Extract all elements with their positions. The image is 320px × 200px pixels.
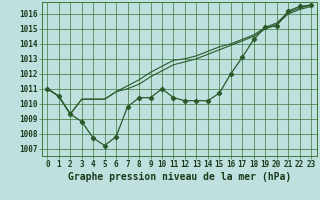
X-axis label: Graphe pression niveau de la mer (hPa): Graphe pression niveau de la mer (hPa): [68, 172, 291, 182]
